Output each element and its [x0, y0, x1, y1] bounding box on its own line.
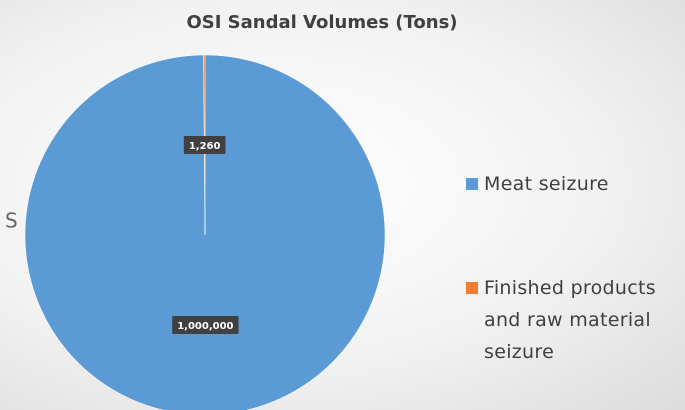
pie-slice	[24, 54, 386, 410]
legend: Meat seizure Finished products and raw ma…	[466, 168, 676, 368]
data-label: 1,260	[189, 141, 221, 152]
legend-item: Finished products and raw material seizu…	[466, 272, 676, 368]
legend-swatch	[466, 178, 478, 190]
data-label-box	[183, 136, 226, 155]
data-label-box	[172, 315, 239, 334]
slide-fragment: S	[5, 209, 18, 233]
legend-swatch	[466, 282, 478, 294]
legend-label: Meat seizure	[484, 173, 609, 195]
data-labels: 1,000,000 1,260	[172, 136, 239, 334]
data-label: 1,000,000	[177, 321, 233, 332]
legend-item: Meat seizure	[466, 168, 676, 200]
pie	[24, 54, 386, 410]
chart-title: OSI Sandal Volumes (Tons)	[186, 12, 457, 33]
legend-label: Finished products and raw material seizu…	[484, 277, 656, 363]
